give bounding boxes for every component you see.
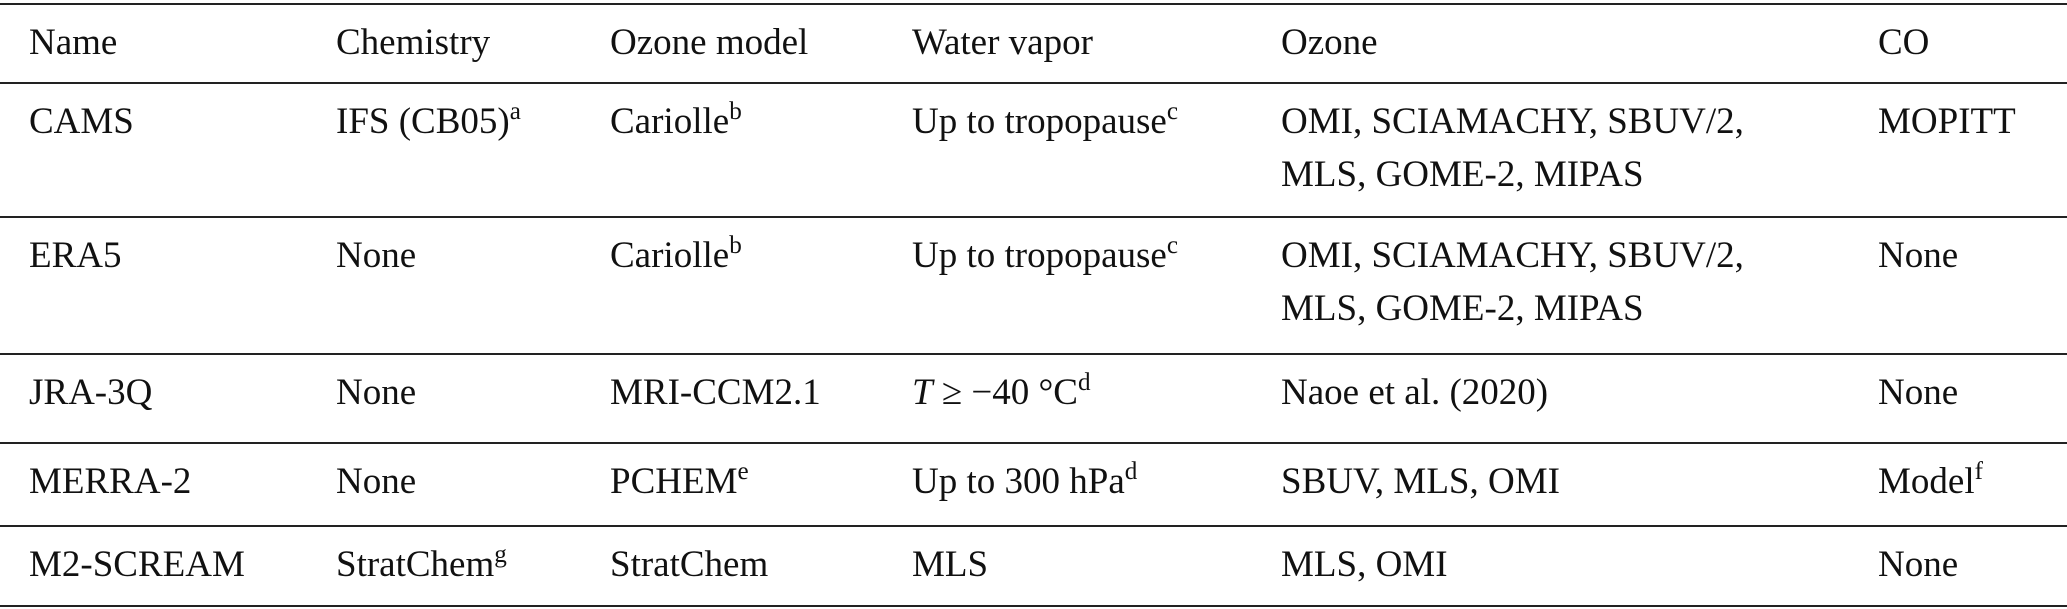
- table-cell: T ≥ −40 °Cd: [912, 353, 1091, 419]
- table-cell: CAMS: [29, 101, 134, 142]
- table-cell: Up to 300 hPad: [912, 442, 1137, 508]
- header-cell: Ozone: [1281, 22, 1378, 63]
- table-cell: Naoe et al. (2020): [1281, 372, 1549, 413]
- footnote-mark: a: [509, 98, 521, 126]
- table-cell: None: [336, 235, 417, 276]
- table-cell: MOPITT: [1878, 101, 2016, 142]
- table-cell: Cariolleb: [610, 216, 742, 282]
- table-cell: MRI-CCM2.1: [610, 372, 821, 413]
- cell-text: Cariolle: [610, 235, 730, 276]
- table-cell: SBUV, MLS, OMI: [1281, 461, 1560, 502]
- cell-line: OMI, SCIAMACHY, SBUV/2,: [1281, 101, 1744, 142]
- rule: [0, 525, 2067, 527]
- rule: [0, 605, 2067, 607]
- cell-text: StratChem: [336, 544, 495, 585]
- variable: T: [912, 372, 933, 413]
- footnote-mark: d: [1124, 458, 1138, 486]
- table-cell: Cariolleb: [610, 82, 742, 148]
- table-cell: None: [1878, 372, 1959, 413]
- table-cell: JRA-3Q: [29, 372, 153, 413]
- table-cell: StratChem: [610, 544, 769, 585]
- cell-text: Cariolle: [610, 101, 730, 142]
- footnote-mark: c: [1166, 98, 1179, 126]
- table-cell: M2-SCREAM: [29, 544, 245, 585]
- cell-text: IFS (CB05): [336, 101, 510, 142]
- table-cell: IFS (CB05)a: [336, 82, 521, 148]
- cell-line: MLS, GOME-2, MIPAS: [1281, 154, 1644, 195]
- cell-text: ≥ −40 °C: [941, 372, 1078, 413]
- footnote-mark: c: [1166, 232, 1179, 260]
- table-cell: MLS: [912, 544, 989, 585]
- table-cell: None: [1878, 544, 1959, 585]
- rule: [0, 216, 2067, 218]
- table-cell: OMI, SCIAMACHY, SBUV/2, MLS, GOME-2, MIPA…: [1281, 216, 1744, 335]
- cell-line: MLS, GOME-2, MIPAS: [1281, 288, 1644, 329]
- cell-text: Up to tropopause: [912, 101, 1167, 142]
- cell-text: Up to tropopause: [912, 235, 1167, 276]
- table-cell: Up to tropopausec: [912, 82, 1178, 148]
- cell-text: Up to 300 hPa: [912, 461, 1125, 502]
- cell-text: Model: [1878, 461, 1975, 502]
- header-cell: Water vapor: [912, 22, 1093, 63]
- table-cell: MERRA-2: [29, 461, 192, 502]
- table-cell: StratChemg: [336, 525, 507, 591]
- cell-text: PCHEM: [610, 461, 738, 502]
- footnote-mark: f: [1974, 458, 1983, 486]
- cell-line: OMI, SCIAMACHY, SBUV/2,: [1281, 235, 1744, 276]
- rule: [0, 3, 2067, 5]
- rule: [0, 82, 2067, 84]
- table-cell: OMI, SCIAMACHY, SBUV/2, MLS, GOME-2, MIPA…: [1281, 82, 1744, 201]
- table-cell: None: [336, 372, 417, 413]
- header-cell: Ozone model: [610, 22, 809, 63]
- footnote-mark: e: [737, 458, 749, 486]
- rule: [0, 353, 2067, 355]
- table-cell: Modelf: [1878, 442, 1983, 508]
- rule: [0, 442, 2067, 444]
- table-cell: Up to tropopausec: [912, 216, 1178, 282]
- table-cell: None: [1878, 235, 1959, 276]
- footnote-mark: d: [1077, 369, 1091, 397]
- table-cell: MLS, OMI: [1281, 544, 1448, 585]
- footnote-mark: b: [729, 232, 742, 260]
- table-cell: ERA5: [29, 235, 122, 276]
- table-cell: None: [336, 461, 417, 502]
- header-cell: Chemistry: [336, 22, 491, 63]
- footnote-mark: b: [729, 98, 742, 126]
- header-cell: Name: [29, 22, 118, 63]
- table-cell: PCHEMe: [610, 442, 749, 508]
- footnote-mark: g: [494, 541, 507, 569]
- header-cell: CO: [1878, 22, 1930, 63]
